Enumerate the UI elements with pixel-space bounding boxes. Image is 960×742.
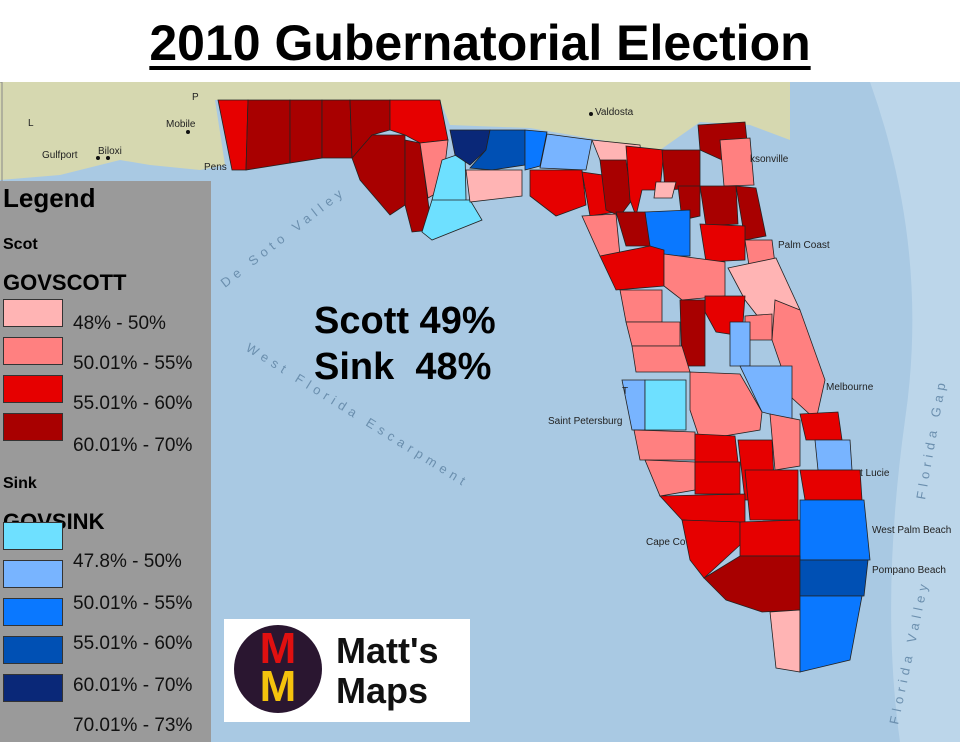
logo-letter-red: M <box>259 624 297 673</box>
place-label: Gulfport <box>42 150 78 161</box>
place-label: Palm Coast <box>778 240 830 251</box>
county[interactable] <box>599 159 633 217</box>
legend-label: 47.8% - 50% <box>73 551 182 572</box>
logo-line1: Matt's <box>336 630 439 671</box>
county[interactable] <box>625 321 681 347</box>
legend-swatch <box>3 375 63 403</box>
place-label: Saint Petersburg <box>548 416 623 427</box>
county[interactable] <box>799 559 869 597</box>
county[interactable] <box>729 321 751 367</box>
scott-group-label: Scot <box>3 236 38 253</box>
county[interactable] <box>799 595 863 673</box>
county[interactable] <box>529 169 587 217</box>
place-label: t Lucie <box>860 468 890 479</box>
county[interactable] <box>679 299 706 367</box>
place-label: P <box>192 92 199 103</box>
county[interactable] <box>694 433 739 463</box>
land-north <box>0 82 790 180</box>
county[interactable] <box>699 223 746 263</box>
legend-label: 60.01% - 70% <box>73 435 193 456</box>
legend-swatch <box>3 674 63 702</box>
counties <box>217 99 871 673</box>
place-label: Valdosta <box>595 107 634 118</box>
place-label: Pompano Beach <box>872 565 946 576</box>
sink-result: Sink 48% <box>314 346 492 388</box>
matts-maps-logo: M M Matt's Maps <box>224 619 470 722</box>
legend-swatch <box>3 522 63 550</box>
county[interactable] <box>619 289 663 323</box>
place-label: T <box>622 386 628 397</box>
county[interactable] <box>799 469 863 501</box>
place-label: Pens <box>204 162 227 173</box>
legend-label: 50.01% - 55% <box>73 353 193 374</box>
county[interactable] <box>449 129 491 166</box>
legend-label: 50.01% - 55% <box>73 593 193 614</box>
legend-label: 55.01% - 60% <box>73 393 193 414</box>
legend-label: 60.01% - 70% <box>73 675 193 696</box>
county[interactable] <box>744 469 799 521</box>
statewide-result: Scott 49% Sink 48% <box>314 298 496 390</box>
legend-swatch <box>3 299 63 327</box>
county[interactable] <box>465 169 523 203</box>
county[interactable] <box>321 99 353 159</box>
county[interactable] <box>421 199 483 241</box>
county[interactable] <box>739 519 801 557</box>
county[interactable] <box>681 519 741 579</box>
legend-heading: Legend <box>3 183 96 213</box>
county[interactable] <box>644 379 687 431</box>
scott-field-label: GOVSCOTT <box>3 270 127 295</box>
legend-swatch <box>3 598 63 626</box>
county[interactable] <box>539 133 593 171</box>
logo-emblem: M M <box>234 625 322 713</box>
map-title: 2010 Gubernatorial Election <box>149 15 811 71</box>
county[interactable] <box>217 99 249 171</box>
county[interactable] <box>289 99 323 164</box>
county[interactable] <box>653 181 677 199</box>
legend-label: 70.01% - 73% <box>73 715 193 736</box>
sink-group-label: Sink <box>3 475 37 492</box>
place-label: ksonville <box>750 154 789 165</box>
logo-letter-yellow: M <box>259 662 297 711</box>
county[interactable] <box>245 99 291 171</box>
scott-result: Scott 49% <box>314 300 496 342</box>
place-label: West Palm Beach <box>872 525 951 536</box>
place-label: L <box>28 118 34 129</box>
county[interactable] <box>699 185 739 227</box>
county[interactable] <box>799 411 843 441</box>
legend-label: 48% - 50% <box>73 313 166 334</box>
shelf-shading <box>870 82 960 742</box>
legend-swatch <box>3 636 63 664</box>
county[interactable] <box>689 371 763 441</box>
legend-swatch <box>3 560 63 588</box>
county[interactable] <box>633 429 696 461</box>
place-labels: P L Mobile Biloxi Gulfport Pens Valdosta… <box>28 92 951 576</box>
county[interactable] <box>694 461 741 495</box>
legend-label: 55.01% - 60% <box>73 633 193 654</box>
logo-line2: Maps <box>336 670 429 711</box>
county[interactable] <box>814 439 853 471</box>
place-label: Biloxi <box>98 146 122 157</box>
place-label: Mobile <box>166 119 196 130</box>
logo-text: Matt's Maps <box>336 631 439 711</box>
county[interactable] <box>769 413 801 471</box>
legend-swatch <box>3 413 63 441</box>
place-label: Melbourne <box>826 382 874 393</box>
county[interactable] <box>524 129 548 171</box>
county[interactable] <box>719 137 755 187</box>
legend-swatch <box>3 337 63 365</box>
place-label: Cape Co <box>646 537 686 548</box>
county[interactable] <box>799 499 871 561</box>
county[interactable] <box>663 253 726 301</box>
legend-panel: Legend Scot GOVSCOTT 48% - 50% 50.01% - … <box>0 181 211 742</box>
county[interactable] <box>631 345 691 373</box>
